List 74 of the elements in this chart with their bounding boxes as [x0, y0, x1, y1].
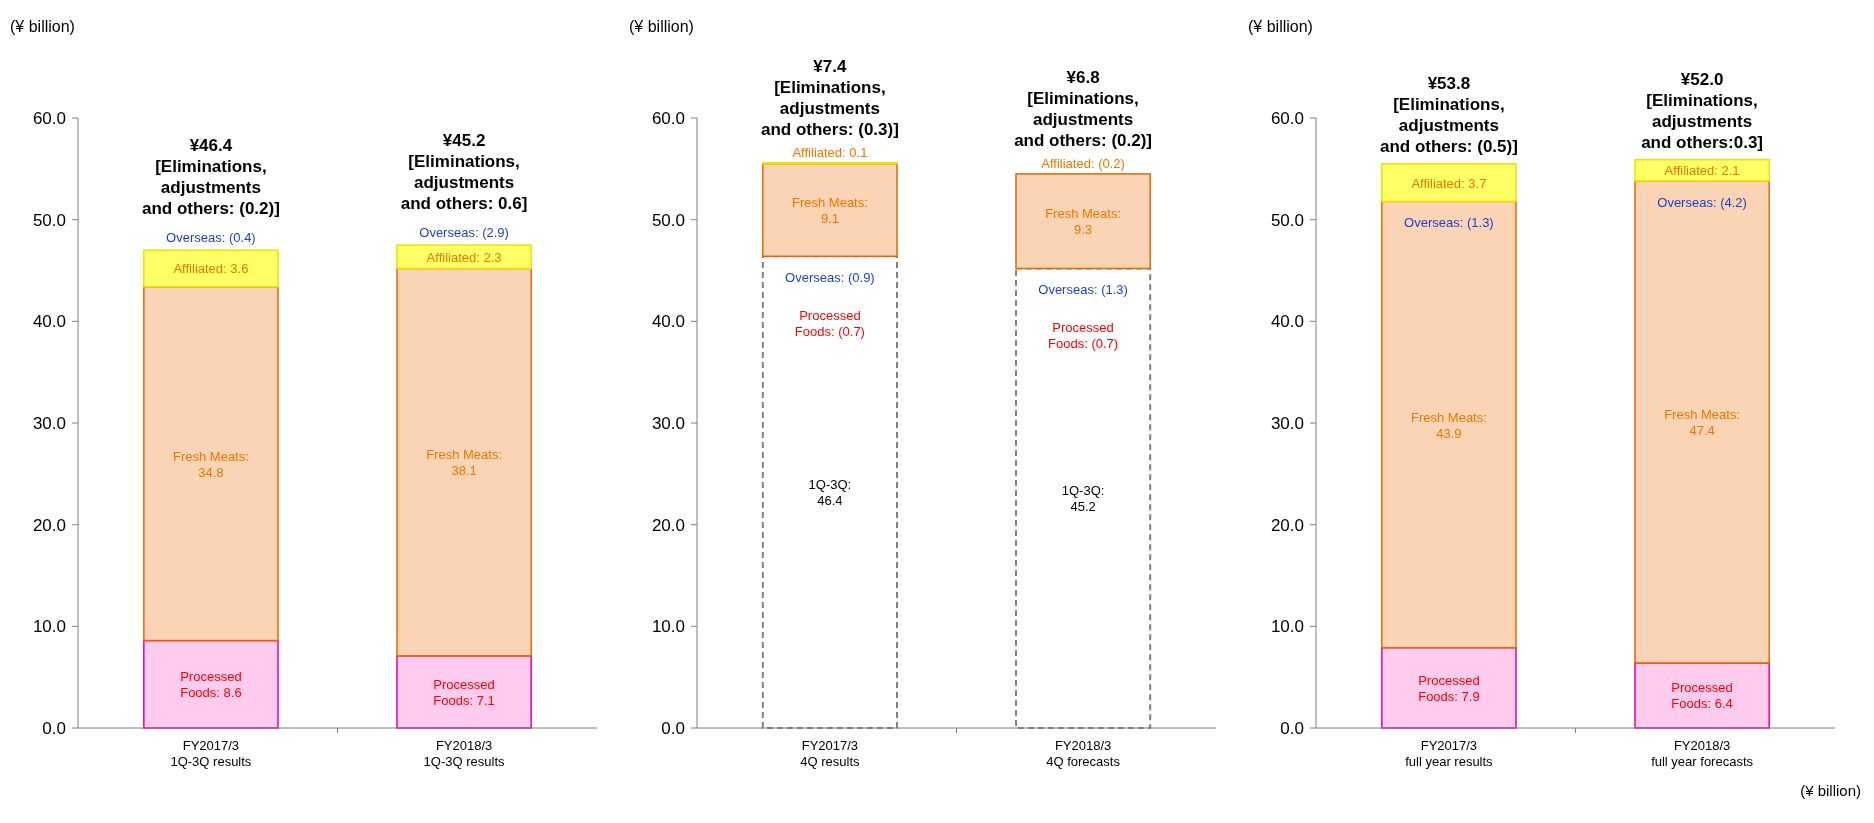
- data-label: Fresh Meats: 9.1: [791, 195, 868, 227]
- y-tick-label: 0.0: [1280, 718, 1304, 738]
- x-tick-label: FY2017/3 4Q results: [800, 738, 861, 769]
- x-axis-title: (¥ billion): [1800, 782, 1861, 799]
- annotation: ¥53.8 [Eliminations, adjustments and others: (0.5)]: [1379, 73, 1518, 156]
- bar: [143, 286, 279, 642]
- y-tick-label: 60.0: [651, 108, 685, 128]
- y-tick-label: 40.0: [1270, 312, 1304, 332]
- data-label: Processed Foods: 8.6: [180, 669, 242, 701]
- annotation: ¥7.4 [Eliminations, adjustments and others: (0.3)]: [760, 56, 899, 139]
- bar: [143, 249, 279, 288]
- data-label: Fresh Meats: 47.4: [1664, 406, 1741, 438]
- text: Affiliated: (0.2): [1041, 155, 1125, 171]
- data-label: 1Q-3Q: 45.2: [1061, 483, 1105, 515]
- y-tick-label: 20.0: [651, 515, 685, 535]
- y-tick-label: 40.0: [32, 312, 66, 332]
- x-tick-label: FY2018/3 1Q-3Q results: [423, 738, 506, 769]
- bar: [143, 639, 279, 729]
- y-tick-label: 20.0: [32, 515, 66, 535]
- x-tick-label: FY2018/3 full year forecasts: [1651, 738, 1754, 769]
- x-tick-label: FY2017/3 full year results: [1405, 738, 1494, 769]
- y-tick-label: 60.0: [32, 108, 66, 128]
- y-axis-title: (¥ billion): [1248, 18, 1313, 35]
- data-label: Fresh Meats: 43.9: [1410, 409, 1487, 441]
- annotation: Overseas: (2.9): [419, 225, 509, 241]
- y-tick-label: 0.0: [661, 718, 685, 738]
- y-tick-label: 40.0: [651, 312, 685, 332]
- bar: [396, 267, 532, 657]
- data-label: Fresh Meats: 9.3: [1045, 206, 1122, 238]
- bar: [396, 655, 532, 729]
- y-tick-label: 30.0: [1270, 413, 1304, 433]
- data-label: Fresh Meats: 38.1: [426, 447, 503, 479]
- y-axis-title: (¥ billion): [629, 18, 694, 35]
- data-label: Affiliated: 3.7: [1411, 175, 1487, 191]
- annotation: ¥6.8 [Eliminations, adjustments and others: (0.2)]: [1014, 67, 1153, 150]
- annotation: ¥52.0 [Eliminations, adjustments and others:0.3]: [1641, 69, 1764, 152]
- y-tick-label: 50.0: [32, 210, 66, 230]
- annotation: Overseas: (0.4): [166, 230, 256, 246]
- y-axis-title: (¥ billion): [10, 18, 75, 35]
- y-tick-label: 10.0: [32, 617, 66, 637]
- annotation: Overseas: (4.2): [1657, 195, 1747, 211]
- annotation: Overseas: (1.3): [1038, 282, 1128, 298]
- annotation: Overseas: (0.9): [785, 270, 875, 286]
- x-tick-label: FY2018/3 4Q forecasts: [1046, 738, 1121, 769]
- bar: [1381, 646, 1517, 729]
- data-label: Processed Foods: 7.9: [1418, 672, 1480, 704]
- annotation: ¥46.4 [Eliminations, adjustments and others: (0.2)]: [141, 136, 280, 219]
- bar: [1381, 200, 1517, 649]
- y-tick-label: 10.0: [651, 617, 685, 637]
- annotation: Overseas: (1.3): [1404, 215, 1494, 231]
- data-label: Processed Foods: 7.1: [433, 676, 495, 708]
- data-label: Affiliated: 2.1: [1664, 163, 1740, 179]
- data-label: 1Q-3Q: 46.4: [808, 477, 852, 509]
- y-tick-label: 10.0: [1270, 617, 1304, 637]
- x-tick-label: FY2017/3 1Q-3Q results: [170, 738, 252, 769]
- y-tick-label: 20.0: [1270, 515, 1304, 535]
- y-tick-label: 30.0: [651, 413, 685, 433]
- y-tick-label: 0.0: [42, 718, 66, 738]
- bar: [1015, 173, 1151, 270]
- data-label: Affiliated: 2.3: [426, 249, 502, 265]
- y-tick-label: 50.0: [1270, 210, 1304, 230]
- y-tick-label: 50.0: [651, 210, 685, 230]
- y-tick-label: 30.0: [32, 413, 66, 433]
- bar: [1381, 163, 1517, 203]
- bar: [762, 163, 898, 258]
- annotation: Processed Foods: (0.7): [794, 308, 865, 340]
- annotation: Processed Foods: (0.7): [1048, 320, 1119, 352]
- annotation: ¥45.2 [Eliminations, adjustments and others: 0.6]: [400, 131, 528, 214]
- data-label: Fresh Meats: 34.8: [172, 448, 249, 480]
- bar: [1634, 180, 1770, 664]
- data-label: Affiliated: 3.6: [173, 261, 249, 277]
- data-label: Affiliated: 0.1: [792, 144, 868, 160]
- data-label: Processed Foods: 6.4: [1671, 680, 1733, 712]
- y-tick-label: 60.0: [1270, 108, 1304, 128]
